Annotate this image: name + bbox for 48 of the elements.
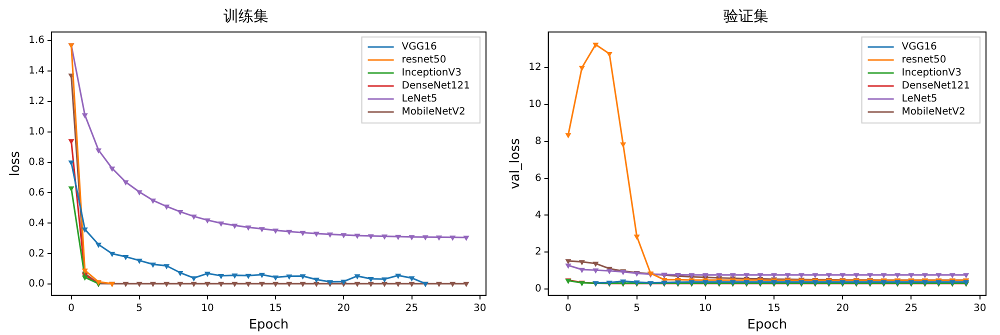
y-tick-label: 0.8 [28, 156, 45, 168]
y-tick-label: 0.0 [28, 278, 45, 290]
x-tick-label: 10 [201, 302, 214, 314]
y-tick-label: 8 [534, 136, 542, 147]
y-tick-label: 4 [534, 210, 542, 221]
y-tick-label: 12 [528, 62, 542, 74]
legend-label: MobileNetV2 [402, 106, 466, 118]
legend-label: MobileNetV2 [902, 106, 966, 118]
x-tick-label: 5 [634, 302, 640, 314]
x-tick-label: 5 [136, 302, 143, 314]
y-tick-label: 10 [528, 99, 542, 110]
legend-label: InceptionV3 [402, 68, 462, 79]
y-tick-label: 1.6 [28, 34, 45, 46]
x-axis-title: Epoch [248, 318, 289, 333]
x-tick-label: 15 [768, 302, 780, 314]
y-tick-label: 1.2 [28, 96, 45, 107]
chart-title: 验证集 [724, 6, 768, 25]
x-tick-label: 25 [904, 302, 918, 314]
chart-title: 训练集 [224, 6, 268, 25]
legend-label: DenseNet121 [902, 80, 970, 92]
legend-label: DenseNet121 [402, 80, 470, 92]
legend-label: resnet50 [902, 54, 946, 66]
x-tick-label: 20 [836, 302, 849, 314]
x-tick-label: 15 [269, 302, 282, 314]
legend-label: InceptionV3 [902, 68, 962, 79]
y-tick-label: 0.6 [28, 187, 45, 198]
x-tick-label: 0 [565, 302, 572, 314]
y-axis-title: val_loss [508, 138, 524, 190]
legend-label: resnet50 [402, 54, 446, 66]
y-tick-label: 1.0 [28, 126, 45, 138]
x-tick-label: 25 [405, 302, 418, 314]
y-tick-label: 2 [534, 246, 542, 258]
y-tick-label: 6 [534, 172, 542, 184]
x-tick-label: 30 [973, 302, 986, 314]
x-tick-label: 0 [68, 302, 74, 314]
y-tick-label: 1.4 [28, 65, 45, 76]
y-tick-label: 0 [534, 284, 542, 295]
x-tick-label: 10 [699, 302, 712, 314]
x-tick-label: 30 [474, 302, 486, 314]
legend-label: LeNet5 [402, 94, 438, 105]
legend-label: VGG16 [402, 42, 437, 53]
x-axis-title: Epoch [747, 318, 788, 333]
legend-label: LeNet5 [902, 94, 938, 105]
y-tick-label: 0.4 [28, 218, 45, 229]
legend-label: VGG16 [902, 42, 937, 53]
y-tick-label: 0.2 [28, 248, 45, 260]
y-axis-title: loss [8, 150, 24, 176]
x-tick-label: 20 [337, 302, 350, 314]
